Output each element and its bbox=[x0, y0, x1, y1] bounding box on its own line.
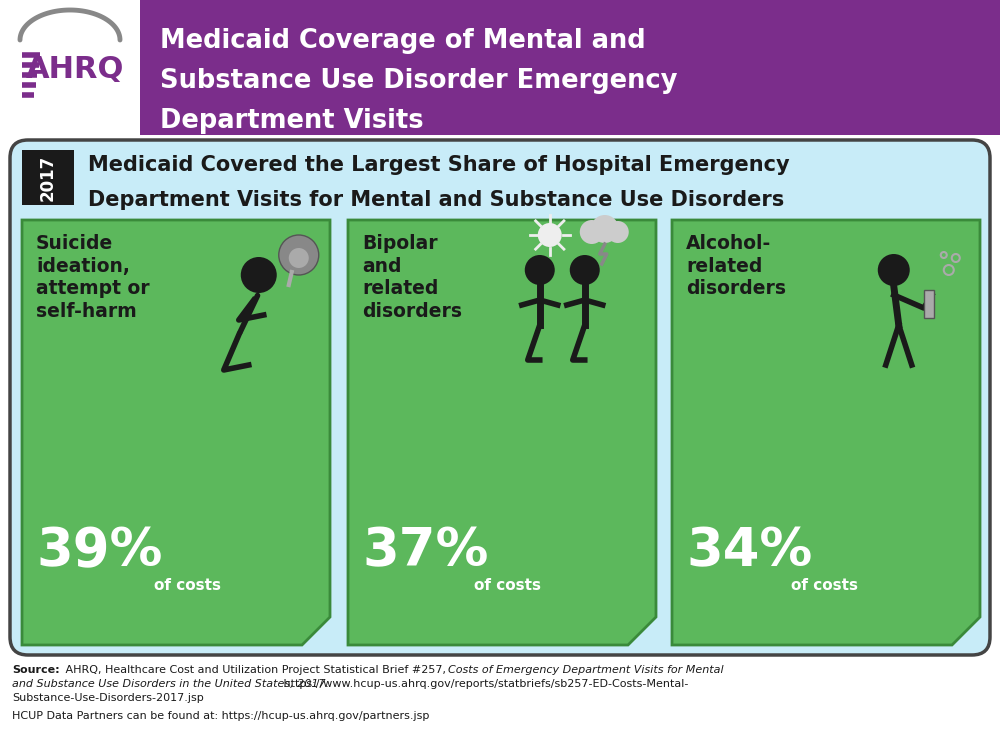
Polygon shape bbox=[672, 220, 980, 645]
Text: Department Visits: Department Visits bbox=[160, 108, 424, 134]
Bar bbox=[22, 150, 74, 205]
Bar bbox=[0, 0, 140, 135]
Bar bbox=[140, 0, 1000, 135]
Text: AHRQ: AHRQ bbox=[26, 56, 124, 85]
Text: Medicaid Covered the Largest Share of Hospital Emergency: Medicaid Covered the Largest Share of Ho… bbox=[88, 155, 790, 175]
Text: AHRQ, Healthcare Cost and Utilization Project Statistical Brief #257,: AHRQ, Healthcare Cost and Utilization Pr… bbox=[62, 665, 450, 675]
Text: of costs: of costs bbox=[154, 578, 221, 593]
Bar bbox=[924, 290, 934, 318]
Text: Substance-Use-Disorders-2017.jsp: Substance-Use-Disorders-2017.jsp bbox=[12, 693, 204, 703]
Circle shape bbox=[241, 257, 277, 293]
Text: and Substance Use Disorders in the United States, 2017.: and Substance Use Disorders in the Unite… bbox=[12, 679, 329, 689]
Text: 34%: 34% bbox=[686, 525, 812, 577]
Circle shape bbox=[538, 223, 562, 247]
Circle shape bbox=[525, 255, 555, 285]
Circle shape bbox=[279, 235, 319, 275]
Circle shape bbox=[289, 248, 309, 268]
Text: Bipolar
and
related
disorders: Bipolar and related disorders bbox=[362, 234, 462, 321]
Text: Costs of Emergency Department Visits for Mental: Costs of Emergency Department Visits for… bbox=[448, 665, 724, 675]
Text: Department Visits for Mental and Substance Use Disorders: Department Visits for Mental and Substan… bbox=[88, 190, 784, 210]
Text: Medicaid Coverage of Mental and: Medicaid Coverage of Mental and bbox=[160, 28, 646, 54]
Text: Substance Use Disorder Emergency: Substance Use Disorder Emergency bbox=[160, 68, 677, 94]
Polygon shape bbox=[22, 220, 330, 645]
Text: 2017: 2017 bbox=[39, 154, 57, 201]
Text: HCUP Data Partners can be found at: https://hcup-us.ahrq.gov/partners.jsp: HCUP Data Partners can be found at: http… bbox=[12, 711, 429, 721]
Polygon shape bbox=[348, 220, 656, 645]
Circle shape bbox=[591, 215, 619, 243]
Text: Suicide
ideation,
attempt or
self-harm: Suicide ideation, attempt or self-harm bbox=[36, 234, 150, 321]
Text: https://www.hcup-us.ahrq.gov/reports/statbriefs/sb257-ED-Costs-Mental-: https://www.hcup-us.ahrq.gov/reports/sta… bbox=[280, 679, 688, 689]
Text: Source:: Source: bbox=[12, 665, 60, 675]
Text: of costs: of costs bbox=[474, 578, 541, 593]
Circle shape bbox=[580, 220, 604, 244]
Circle shape bbox=[570, 255, 600, 285]
Text: 37%: 37% bbox=[362, 525, 488, 577]
Text: of costs: of costs bbox=[791, 578, 858, 593]
Text: 39%: 39% bbox=[36, 525, 162, 577]
Text: Alcohol-
related
disorders: Alcohol- related disorders bbox=[686, 234, 786, 298]
Circle shape bbox=[878, 254, 910, 286]
FancyBboxPatch shape bbox=[10, 140, 990, 655]
Circle shape bbox=[607, 221, 629, 243]
